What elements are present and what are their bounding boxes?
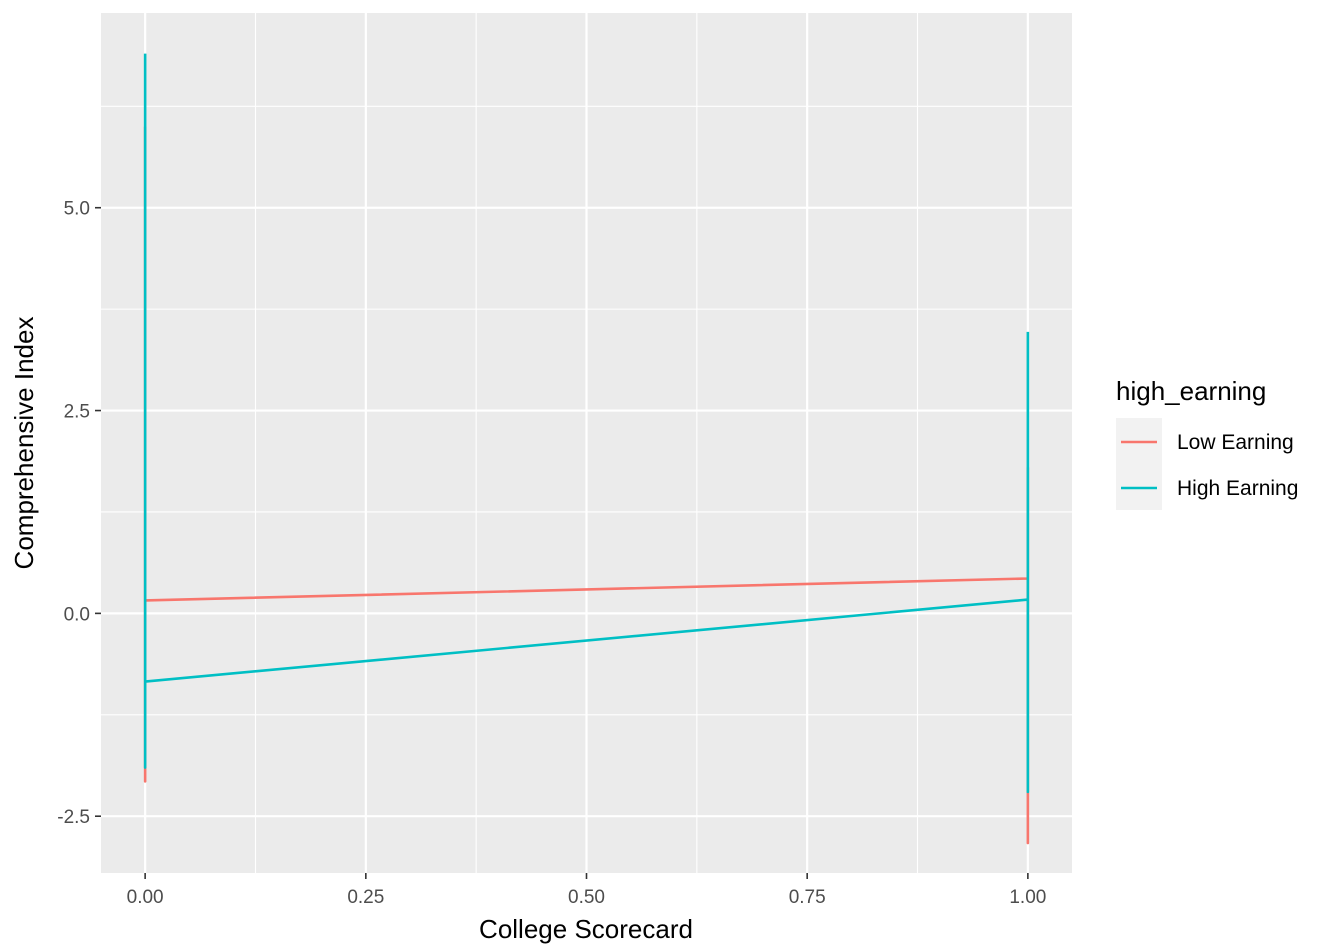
x-tick-label: 0.50	[568, 887, 605, 908]
y-axis-title: Comprehensive Index	[9, 317, 39, 570]
legend-label-low-earning: Low Earning	[1177, 431, 1294, 454]
y-tick-label: 2.5	[64, 402, 90, 423]
y-tick-label: -2.5	[57, 807, 90, 828]
x-tick-label: 0.25	[347, 887, 384, 908]
series-line-high-earning	[143, 53, 1030, 794]
x-axis-title: College Scorecard	[479, 914, 693, 944]
y-axis: -2.5 0.0 2.5 5.0	[57, 199, 101, 828]
legend: high_earning Low Earning High Earning	[1116, 376, 1298, 510]
legend-title: high_earning	[1116, 376, 1266, 406]
x-tick-label: 0.75	[789, 887, 826, 908]
legend-key-background	[1116, 418, 1162, 510]
series-layer	[143, 53, 1030, 845]
legend-label-high-earning: High Earning	[1177, 477, 1298, 500]
y-tick-label: 0.0	[64, 604, 90, 625]
x-tick-label: 1.00	[1009, 887, 1046, 908]
x-axis: 0.00 0.25 0.50 0.75 1.00	[127, 873, 1046, 908]
x-tick-label: 0.00	[127, 887, 164, 908]
y-tick-label: 5.0	[64, 199, 90, 220]
legend-items: Low Earning High Earning	[1121, 431, 1298, 500]
